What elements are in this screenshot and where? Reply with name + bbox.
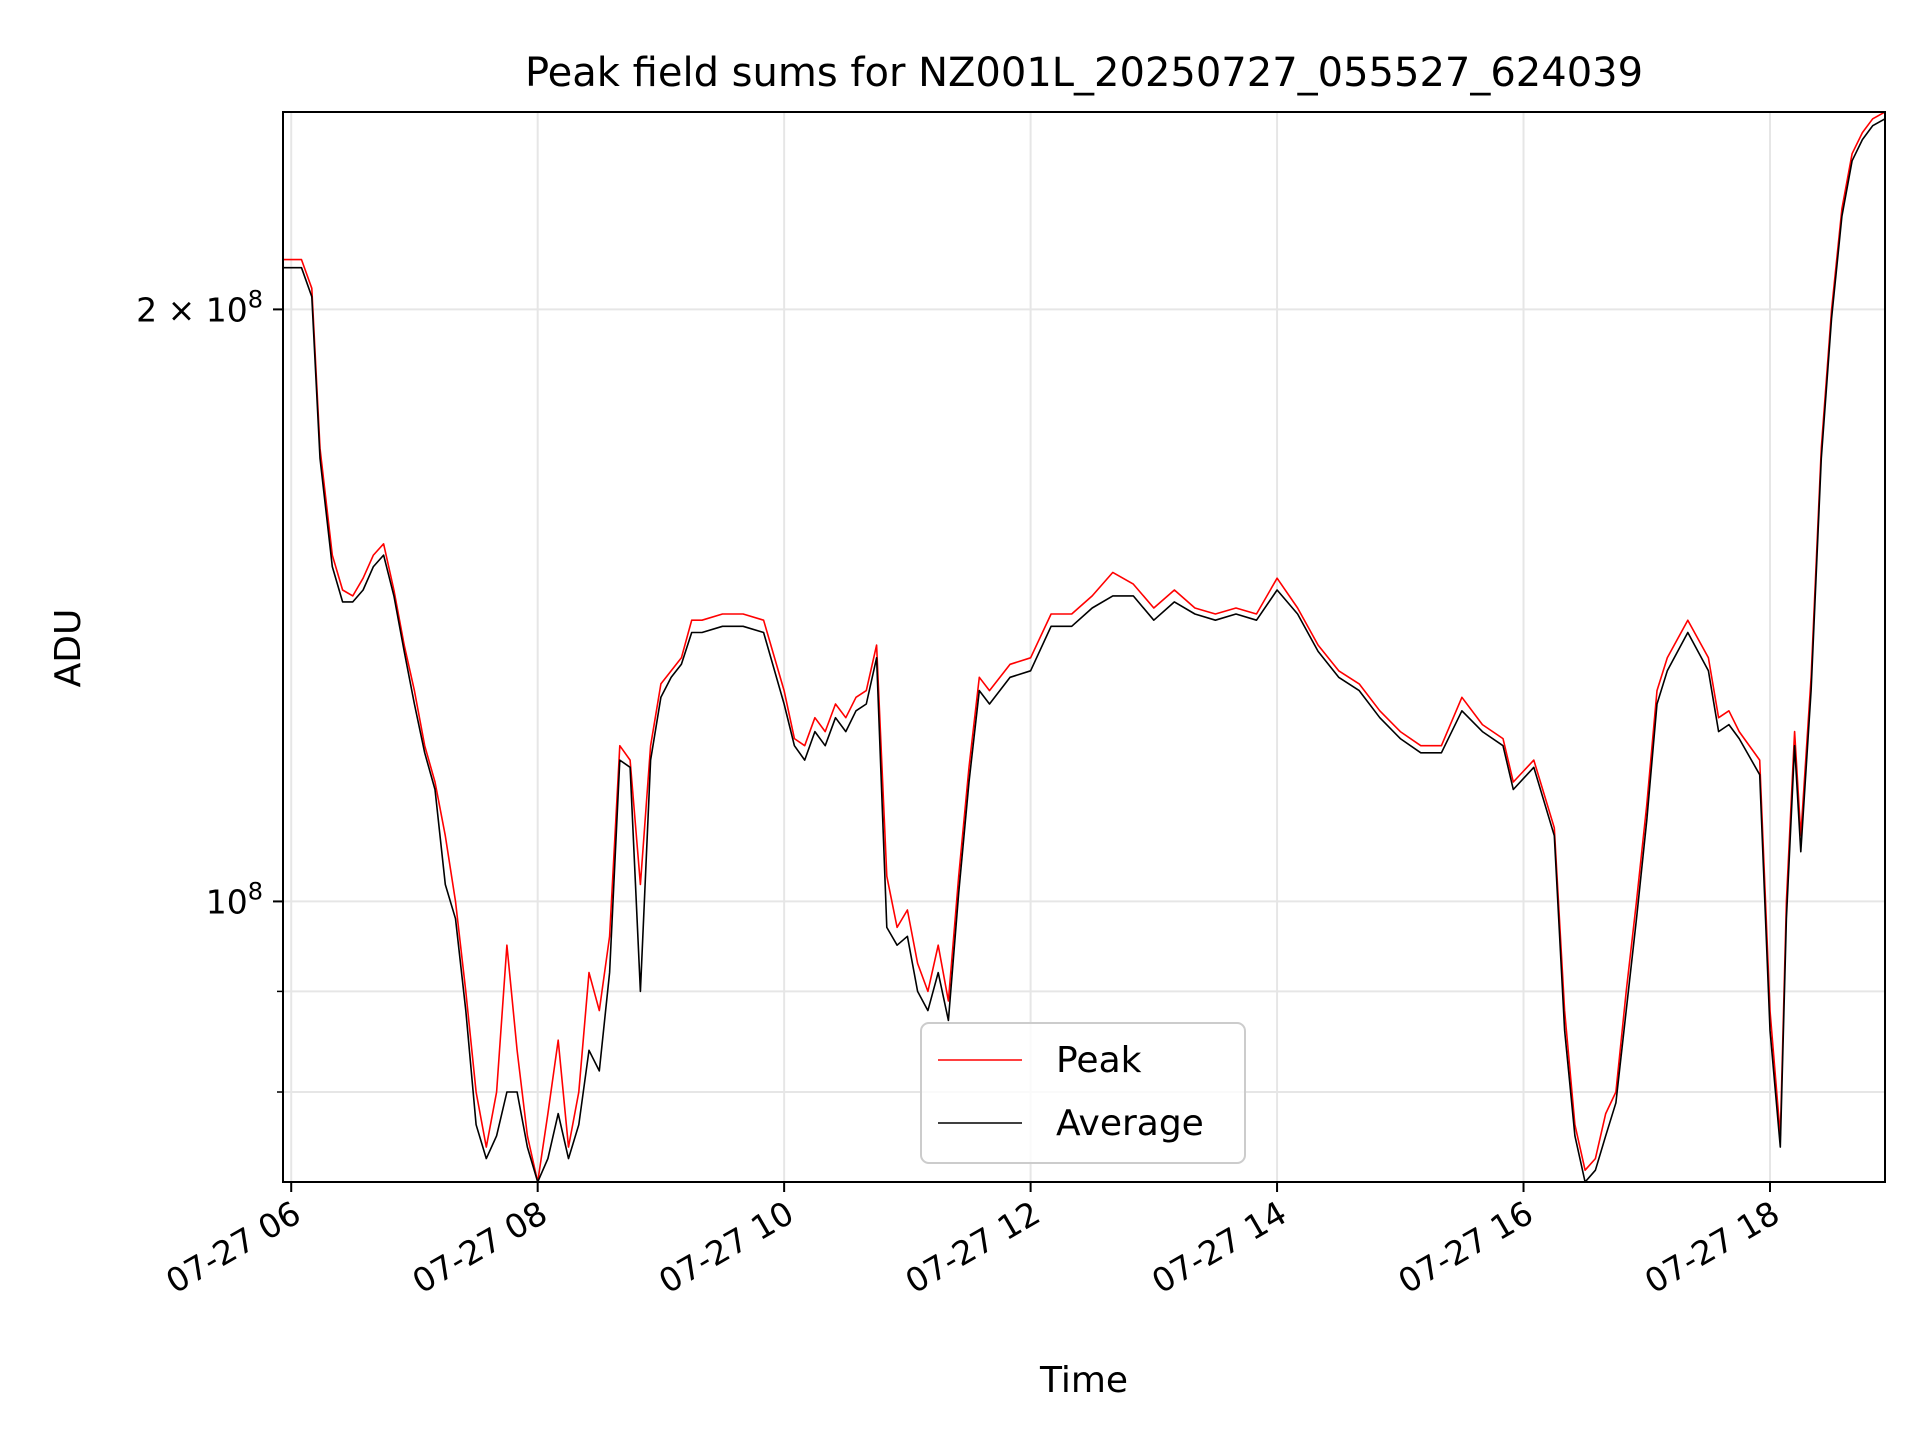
series-line-peak — [283, 112, 1885, 1182]
legend-label-peak: Peak — [1056, 1040, 1142, 1081]
chart-title: Peak field sums for NZ001L_20250727_0555… — [525, 50, 1643, 96]
y-tick-label: 108 — [206, 877, 263, 921]
plot-frame — [282, 111, 1886, 1183]
y-axis-title: ADU — [48, 609, 89, 688]
x-axis-title: Time — [1039, 1360, 1128, 1401]
plot-series — [283, 112, 1885, 1182]
y-tick-label: 2 × 108 — [136, 285, 263, 329]
series-line-average — [283, 118, 1885, 1182]
legend: Peak Average — [920, 1022, 1246, 1164]
legend-box — [920, 1022, 1246, 1164]
y-axis: 108 2 × 108 — [136, 285, 283, 1093]
legend-label-average: Average — [1056, 1103, 1204, 1144]
